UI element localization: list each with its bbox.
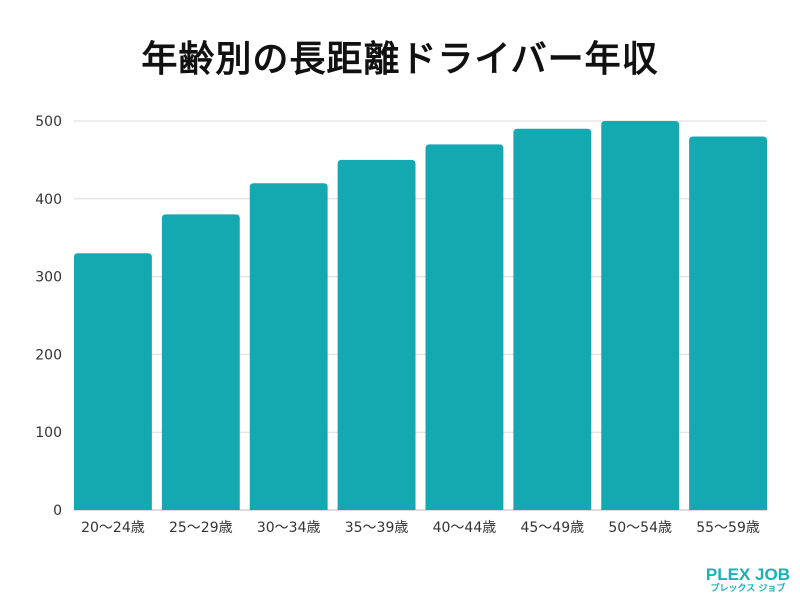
bar [337, 159, 416, 510]
bar [601, 121, 680, 510]
x-tick-label: 45〜49歳 [520, 520, 584, 536]
x-tick-label: 35〜39歳 [345, 520, 409, 536]
bar [513, 128, 592, 510]
logo-subtext: プレックス ジョブ [710, 584, 786, 594]
y-tick-label: 100 [35, 425, 62, 441]
x-tick-label: 40〜44歳 [433, 520, 497, 536]
bar [249, 183, 328, 511]
chart-title: 年齢別の長距離ドライバー年収 [141, 39, 659, 80]
y-tick-label: 500 [35, 114, 62, 130]
x-tick-label: 25〜29歳 [169, 520, 233, 536]
bar [689, 136, 767, 510]
y-tick-label: 0 [53, 503, 62, 519]
x-tick-label: 50〜54歳 [608, 520, 672, 536]
x-tick-label: 55〜59歳 [696, 520, 760, 536]
bar [425, 144, 504, 510]
y-tick-label: 400 [35, 192, 62, 208]
plex-job-logo: PLEX JOB プレックス ジョブ [706, 566, 790, 595]
logo-text: PLEX JOB [705, 565, 790, 584]
x-tick-label: 30〜34歳 [257, 520, 321, 536]
x-tick-label: 20〜24歳 [81, 520, 145, 536]
y-tick-label: 300 [35, 270, 62, 286]
bar [161, 214, 240, 511]
y-tick-label: 200 [35, 347, 62, 363]
bar [74, 253, 152, 510]
